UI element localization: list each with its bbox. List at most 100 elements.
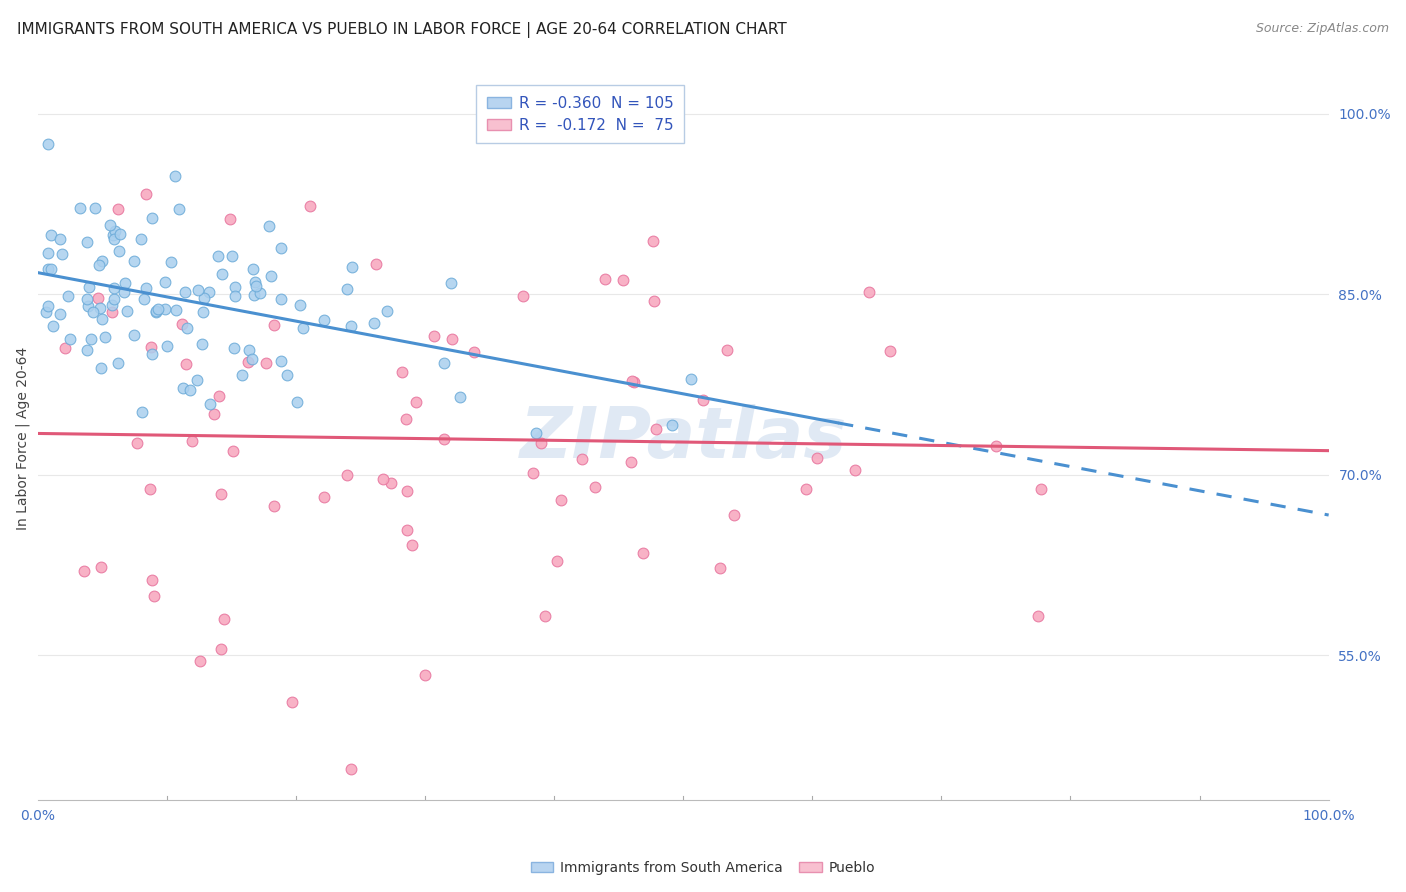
Point <box>405 395 427 409</box>
Point <box>449 390 471 404</box>
Point <box>103 292 125 306</box>
Point <box>188 654 211 668</box>
Point <box>211 267 233 281</box>
Point <box>179 383 201 397</box>
Text: IMMIGRANTS FROM SOUTH AMERICA VS PUEBLO IN LABOR FORCE | AGE 20-64 CORRELATION C: IMMIGRANTS FROM SOUTH AMERICA VS PUEBLO … <box>17 22 786 38</box>
Point <box>395 524 418 538</box>
Point <box>190 337 212 351</box>
Point <box>263 318 285 333</box>
Point <box>463 345 485 359</box>
Point <box>146 301 169 316</box>
Point <box>84 202 107 216</box>
Point <box>167 202 190 216</box>
Point <box>141 573 163 587</box>
Point <box>76 235 98 249</box>
Point <box>218 212 240 227</box>
Point <box>180 434 202 448</box>
Point <box>90 311 112 326</box>
Point <box>620 455 643 469</box>
Point <box>145 305 167 319</box>
Point <box>254 356 277 370</box>
Point <box>621 374 644 388</box>
Point <box>288 298 311 312</box>
Point <box>571 452 593 467</box>
Point <box>209 642 232 657</box>
Point <box>280 695 302 709</box>
Legend: Immigrants from South America, Pueblo: Immigrants from South America, Pueblo <box>526 855 880 880</box>
Point <box>276 368 298 382</box>
Point <box>131 405 153 419</box>
Point <box>530 436 553 450</box>
Point <box>104 225 127 239</box>
Point <box>207 249 229 263</box>
Point <box>340 762 363 776</box>
Point <box>806 451 828 466</box>
Point <box>240 352 263 367</box>
Point <box>546 554 568 568</box>
Point <box>550 493 572 508</box>
Point <box>984 439 1007 453</box>
Point <box>340 260 363 274</box>
Point <box>285 395 308 409</box>
Point <box>172 317 194 331</box>
Point <box>37 137 59 152</box>
Point <box>37 246 59 260</box>
Point <box>90 254 112 268</box>
Point <box>82 304 104 318</box>
Point <box>263 499 285 513</box>
Legend: R = -0.360  N = 105, R =  -0.172  N =  75: R = -0.360 N = 105, R = -0.172 N = 75 <box>475 85 685 144</box>
Point <box>153 275 176 289</box>
Point <box>257 219 280 233</box>
Point <box>101 305 124 319</box>
Point <box>139 482 162 496</box>
Point <box>844 463 866 477</box>
Point <box>135 187 157 202</box>
Point <box>440 277 463 291</box>
Point <box>39 227 62 242</box>
Point <box>336 467 359 482</box>
Point <box>107 356 129 370</box>
Point <box>165 169 187 183</box>
Point <box>122 254 145 268</box>
Point <box>433 356 456 370</box>
Point <box>363 316 385 330</box>
Point <box>208 389 231 403</box>
Point <box>101 298 124 312</box>
Point <box>522 466 544 480</box>
Point <box>222 341 245 355</box>
Point <box>193 291 215 305</box>
Point <box>76 299 98 313</box>
Point <box>238 343 260 357</box>
Point <box>132 292 155 306</box>
Point <box>174 357 197 371</box>
Point <box>34 304 56 318</box>
Point <box>49 232 72 246</box>
Point <box>401 538 423 552</box>
Point <box>89 301 111 316</box>
Point <box>212 612 235 626</box>
Point <box>108 227 131 241</box>
Point <box>141 347 163 361</box>
Point <box>440 333 463 347</box>
Point <box>645 421 668 435</box>
Point <box>156 338 179 352</box>
Point <box>80 332 103 346</box>
Point <box>879 344 901 359</box>
Point <box>202 407 225 421</box>
Point <box>375 304 398 318</box>
Point <box>583 480 606 494</box>
Point <box>129 232 152 246</box>
Point <box>643 294 665 309</box>
Point <box>312 313 335 327</box>
Point <box>173 285 195 299</box>
Point <box>612 273 634 287</box>
Y-axis label: In Labor Force | Age 20-64: In Labor Force | Age 20-64 <box>15 347 30 530</box>
Point <box>141 211 163 226</box>
Point <box>716 343 738 357</box>
Point <box>112 285 135 300</box>
Point <box>395 411 418 425</box>
Point <box>87 292 110 306</box>
Point <box>49 307 72 321</box>
Text: Source: ZipAtlas.com: Source: ZipAtlas.com <box>1256 22 1389 36</box>
Point <box>794 482 817 496</box>
